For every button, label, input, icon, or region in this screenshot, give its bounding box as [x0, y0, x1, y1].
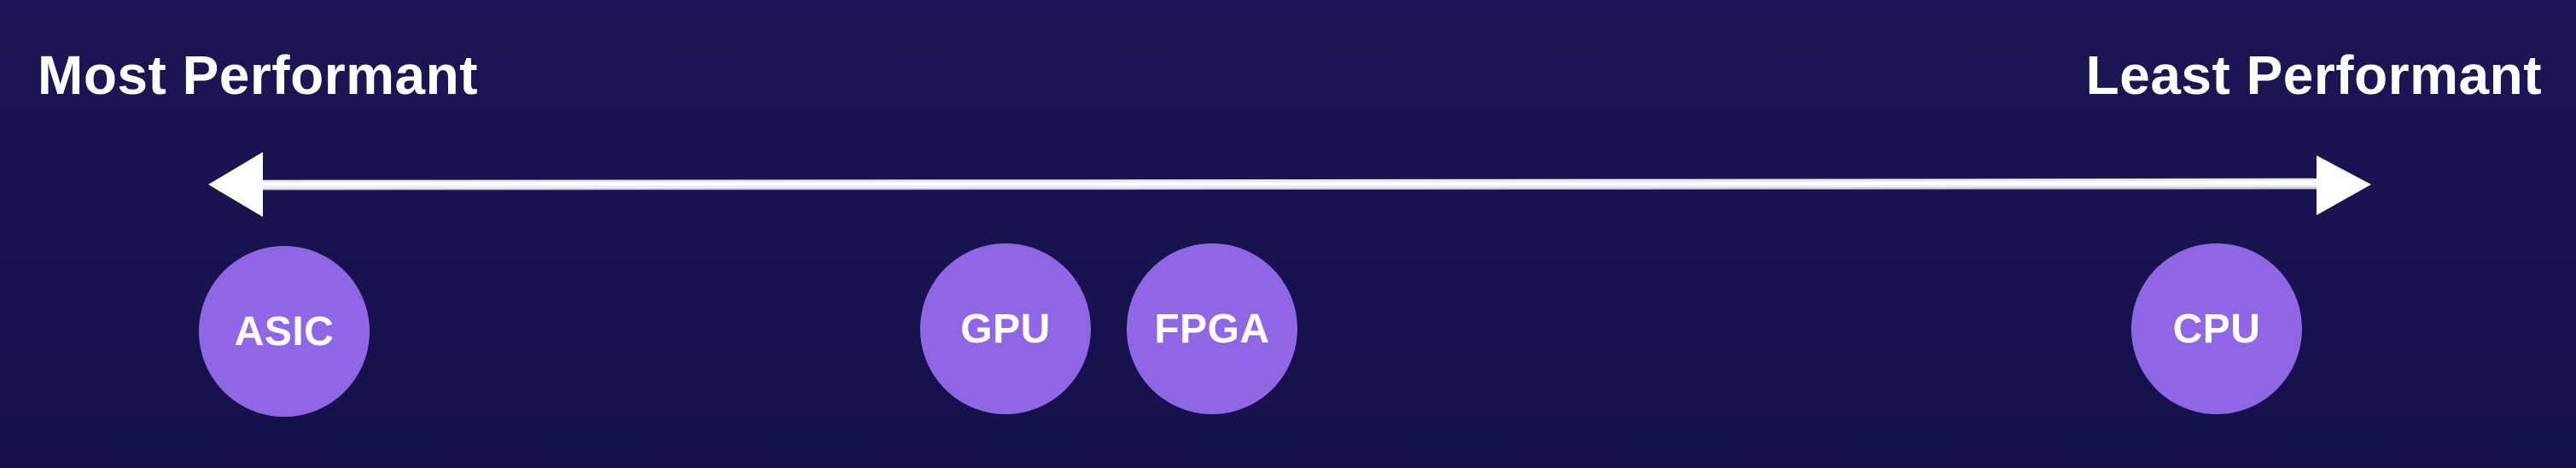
cpu-node: CPU	[2131, 243, 2302, 414]
fpga-label: FPGA	[1154, 306, 1270, 352]
fpga-node: FPGA	[1127, 243, 1297, 414]
asic-node: ASIC	[199, 246, 370, 417]
most-performant-label: Most Performant	[38, 44, 478, 106]
gpu-node: GPU	[920, 243, 1091, 414]
axis-line-stroke-3	[263, 178, 2315, 183]
axis-line-stroke-2	[254, 184, 2324, 190]
left-arrowhead-icon	[208, 152, 263, 217]
right-arrowhead-icon	[2317, 155, 2371, 215]
least-performant-label: Least Performant	[2085, 44, 2542, 106]
asic-label: ASIC	[234, 308, 335, 354]
gpu-label: GPU	[960, 306, 1051, 352]
axis-line	[252, 178, 2326, 189]
cpu-label: CPU	[2172, 306, 2261, 352]
